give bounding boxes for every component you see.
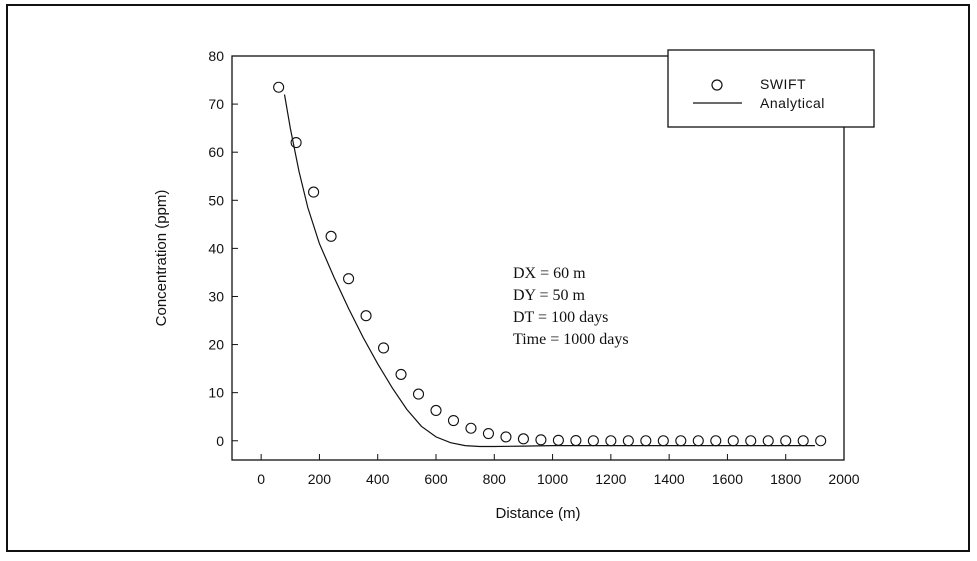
y-tick-label: 0 [216,433,224,449]
y-tick-label: 30 [208,288,224,304]
swift-point [745,435,757,447]
y-tick-label: 20 [208,337,224,353]
swift-point [815,435,827,447]
y-tick-label: 10 [208,385,224,401]
x-tick-label: 800 [483,471,507,487]
swift-point [535,434,547,446]
swift-point [343,273,355,285]
swift-point [430,404,442,417]
y-tick-label: 70 [208,96,224,112]
swift-point [360,310,372,322]
x-tick-label: 1000 [537,471,568,487]
x-tick-label: 1200 [595,471,626,487]
swift-point [412,388,425,400]
swift-point [500,431,512,443]
swift-point [377,342,390,354]
swift-point [675,435,687,447]
legend-analytical-label: Analytical [760,95,825,111]
x-axis: 0 200 400 600 800 1000 1200 1400 1600 1800 2000 [257,454,860,487]
swift-point [395,368,407,380]
swift-point [290,137,302,149]
x-tick-label: 1400 [654,471,685,487]
y-axis-title: Concentration (ppm) [153,190,170,327]
y-tick-label: 80 [208,48,224,64]
y-tick-label: 50 [208,192,224,208]
x-tick-label: 600 [424,471,448,487]
x-tick-label: 1600 [712,471,743,487]
annotation-time: Time = 1000 days [513,331,629,348]
y-tick-label: 40 [208,240,224,256]
plot-area [231,55,845,461]
y-axis: 0 10 20 30 40 50 60 70 80 [208,48,238,449]
swift-point [517,433,529,445]
swift-point [640,435,652,447]
swift-point [710,435,722,447]
swift-point [325,230,337,242]
legend-swift-marker [711,79,723,91]
swift-point [482,427,495,440]
swift-point [552,434,564,446]
swift-point [692,435,704,447]
analytical-line [283,94,815,448]
swift-point [762,435,774,447]
swift-point [273,81,285,93]
swift-point [727,435,739,447]
annotation-dy: DY = 50 m [513,287,586,304]
x-tick-label: 2000 [828,471,859,487]
x-tick-label: 0 [257,471,265,487]
x-tick-label: 1800 [770,471,801,487]
swift-point [657,435,669,447]
legend: SWIFT Analytical [667,49,875,128]
swift-point [465,422,477,434]
swift-point [605,435,617,447]
x-tick-label: 400 [366,471,390,487]
legend-box [667,49,875,128]
series-layer [273,81,827,448]
swift-point [587,435,599,447]
swift-point [622,435,634,447]
x-tick-label: 200 [308,471,332,487]
legend-swift-label: SWIFT [760,76,806,92]
swift-point [570,434,582,447]
x-axis-title: Distance (m) [495,505,580,522]
swift-point [447,415,460,427]
parameter-annotation: DX = 60 m DY = 50 m DT = 100 days Time =… [513,265,629,348]
annotation-dt: DT = 100 days [513,309,608,326]
swift-point [797,435,809,447]
swift-point [780,435,792,447]
y-tick-label: 60 [208,144,224,160]
annotation-dx: DX = 60 m [513,265,586,282]
swift-point [308,186,320,198]
